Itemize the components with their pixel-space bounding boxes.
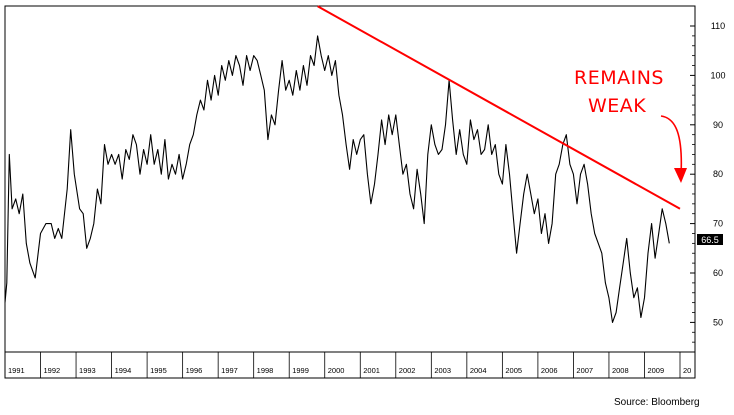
x-tick-label: 1999 bbox=[292, 366, 309, 375]
series-layer bbox=[4, 35, 670, 323]
y-tick-label: 80 bbox=[713, 169, 723, 179]
annotation: REMAINS WEAK bbox=[574, 67, 687, 183]
y-tick-label: 100 bbox=[710, 70, 725, 80]
x-tick-label: 2007 bbox=[576, 366, 593, 375]
x-tick-label: 1991 bbox=[8, 366, 25, 375]
x-tick-label: 1998 bbox=[257, 366, 274, 375]
x-tick-label: 1995 bbox=[150, 366, 167, 375]
annotation-arrowhead bbox=[674, 168, 687, 183]
x-tick-label: 1992 bbox=[44, 366, 61, 375]
x-tick-label: 1996 bbox=[186, 366, 203, 375]
last-value-marker: 66.5 bbox=[697, 234, 723, 245]
y-tick-label: 110 bbox=[711, 21, 725, 31]
y-tick-label: 60 bbox=[713, 268, 723, 278]
x-tick-label: 2004 bbox=[470, 366, 487, 375]
x-tick-label: 2000 bbox=[328, 366, 345, 375]
x-tick-label: 1994 bbox=[115, 366, 132, 375]
x-tick-label: 2001 bbox=[363, 366, 380, 375]
x-tick-label: 20 bbox=[683, 366, 691, 375]
series-line bbox=[4, 35, 670, 323]
last-value-label: 66.5 bbox=[701, 235, 719, 245]
x-tick-label: 1997 bbox=[221, 366, 238, 375]
x-tick-label: 2006 bbox=[541, 366, 558, 375]
y-tick-label: 50 bbox=[713, 317, 723, 327]
x-tick-label: 2003 bbox=[434, 366, 451, 375]
y-axis: 110 100 90 80 70 60 50 bbox=[690, 21, 726, 343]
y-tick-label: 70 bbox=[713, 219, 723, 229]
x-tick-label: 2002 bbox=[399, 366, 416, 375]
y-tick-label: 90 bbox=[713, 120, 723, 130]
annotation-line-2: WEAK bbox=[588, 95, 646, 117]
x-axis: 1991 1992 1993 1994 1995 1996 1997 1998 1999 2000… bbox=[4, 352, 691, 378]
x-tick-label: 1993 bbox=[79, 366, 96, 375]
annotation-arrow bbox=[660, 115, 683, 177]
x-tick-label: 2009 bbox=[647, 366, 664, 375]
trendline bbox=[317, 5, 681, 210]
trendline-layer bbox=[317, 5, 681, 210]
x-tick-label: 2005 bbox=[505, 366, 522, 375]
plot-frame bbox=[4, 5, 696, 379]
x-tick-label: 2008 bbox=[612, 366, 629, 375]
source-label: Source: Bloomberg bbox=[614, 397, 700, 408]
annotation-line-1: REMAINS bbox=[574, 67, 664, 89]
